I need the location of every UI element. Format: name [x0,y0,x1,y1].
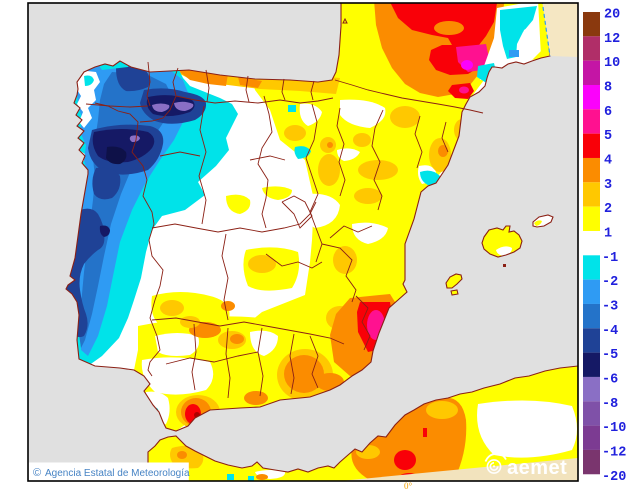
svg-text:1: 1 [604,226,612,241]
svg-text:-3: -3 [602,299,618,314]
svg-text:-5: -5 [602,348,618,363]
svg-text:0°: 0° [404,481,413,491]
svg-text:-6: -6 [602,372,618,387]
svg-text:10: 10 [604,56,620,71]
svg-text:-1: -1 [602,251,618,266]
svg-text:-4: -4 [602,324,618,339]
svg-text:4: 4 [604,153,612,168]
svg-text:-10: -10 [602,421,626,436]
svg-text:12: 12 [604,32,620,47]
svg-text:20: 20 [604,8,620,23]
svg-text:6: 6 [604,105,612,120]
svg-text:2: 2 [604,202,612,217]
svg-text:-20: -20 [602,470,626,485]
svg-text:©: © [33,467,41,479]
svg-text:-2: -2 [602,275,618,290]
svg-text:-12: -12 [602,445,626,460]
svg-text:8: 8 [604,80,612,95]
svg-text:aemet: aemet [507,457,567,479]
svg-text:Agencia Estatal de Meteorologí: Agencia Estatal de Meteorología [45,468,190,479]
svg-text:3: 3 [604,178,612,193]
svg-text:5: 5 [604,129,612,144]
svg-text:-8: -8 [602,397,618,412]
